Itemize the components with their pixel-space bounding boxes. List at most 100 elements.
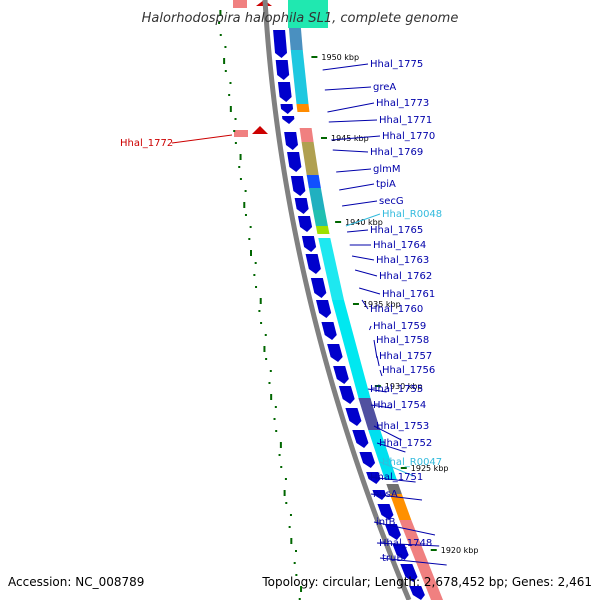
- gc-skew-mark: [258, 310, 261, 312]
- cds-arrow: [392, 544, 409, 560]
- reverse-cds: [234, 130, 248, 137]
- gc-skew-mark: [278, 454, 281, 456]
- gene-label: Hhal_R0047: [382, 457, 442, 468]
- cds-arrow: [321, 322, 337, 340]
- leader-line: [322, 63, 369, 71]
- leader-line: [331, 135, 381, 141]
- gc-skew-mark: [298, 598, 301, 600]
- cds-arrow: [290, 176, 306, 196]
- gene-label: Hhal_1762: [379, 271, 432, 282]
- tick-label: 1935 kbp: [363, 300, 401, 309]
- leader-line: [342, 200, 378, 207]
- gene-label: Hhal_1773: [376, 98, 429, 109]
- cds-arrow: [384, 524, 401, 540]
- gene-label: Hhal_1760: [370, 304, 423, 315]
- gc-skew-mark: [270, 394, 273, 400]
- map-title: Halorhodospira halophila SL1, complete g…: [142, 11, 459, 26]
- cds-arrow: [305, 254, 321, 274]
- leader-line: [373, 339, 378, 359]
- leader-line: [376, 442, 406, 453]
- leader-line: [327, 102, 375, 113]
- gc-skew-mark: [238, 166, 241, 168]
- gc-skew-mark: [223, 58, 226, 64]
- gc-skew-track: [218, 10, 303, 600]
- cog-block: [306, 175, 321, 188]
- gc-skew-mark: [259, 298, 262, 304]
- gc-skew-mark: [275, 430, 278, 432]
- cog-block: [312, 210, 328, 226]
- leader-line: [367, 388, 387, 393]
- gc-skew-mark: [224, 70, 227, 72]
- gc-skew-mark: [274, 406, 277, 408]
- leader-line: [354, 269, 378, 277]
- gc-skew-mark: [229, 106, 232, 112]
- gc-skew-mark: [218, 22, 221, 24]
- leader-line: [376, 542, 440, 547]
- cds-arrow: [281, 116, 295, 124]
- gc-skew-mark: [234, 118, 237, 120]
- summary-text: Topology: circular; Length: 2,678,452 bp…: [261, 575, 592, 589]
- leader-line: [373, 425, 402, 441]
- gene-label: Hhal_1770: [382, 131, 435, 142]
- cds-arrow: [338, 386, 355, 404]
- leader-line: [367, 476, 416, 483]
- gc-skew-mark: [249, 226, 252, 228]
- gene-label: Hhal_1753: [376, 421, 429, 432]
- gc-skew-mark: [290, 538, 293, 544]
- tick-label: 1930 kbp: [385, 382, 423, 391]
- feature-tracks: [233, 0, 443, 600]
- tick-label: 1950 kbp: [321, 53, 359, 62]
- gene-label: Hhal_1769: [370, 147, 423, 158]
- reverse-arrow: [252, 126, 268, 134]
- gc-skew-mark: [264, 334, 267, 336]
- gc-skew-mark: [244, 190, 247, 192]
- leader-line: [336, 168, 372, 173]
- gc-skew-mark: [284, 478, 287, 480]
- gc-skew-mark: [244, 214, 247, 216]
- cog-block: [315, 226, 330, 234]
- leader-line: [324, 86, 372, 91]
- gc-skew-mark: [224, 46, 227, 48]
- gene-label: Hhal_1761: [382, 289, 435, 300]
- accession-text: Accession: NC_008789: [8, 575, 144, 589]
- cds-arrow: [316, 300, 332, 318]
- gc-skew-mark: [289, 514, 292, 516]
- gene-label: infB: [376, 517, 396, 528]
- cds-arrow: [301, 236, 317, 252]
- leader-line: [370, 404, 392, 409]
- leader-line: [328, 119, 378, 123]
- cog-block: [299, 128, 314, 142]
- cds-arrow: [377, 504, 394, 520]
- tick-label: 1920 kbp: [441, 546, 479, 555]
- cog-block: [318, 238, 344, 300]
- cds-arrow: [273, 30, 288, 58]
- gc-skew-mark: [243, 202, 246, 208]
- cds-arrow: [287, 152, 302, 172]
- gene-label: nusA: [373, 489, 398, 500]
- leader-line: [370, 493, 423, 501]
- gc-skew-mark: [288, 526, 291, 528]
- gene-label: tpiA: [376, 179, 396, 190]
- gc-skew-mark: [219, 10, 222, 16]
- gene-label: Hhal_1759: [373, 321, 426, 332]
- leader-line: [359, 287, 381, 295]
- gene-label: Hhal_1754: [373, 400, 426, 411]
- cds-arrow: [280, 104, 294, 114]
- cds-arrow: [359, 452, 376, 468]
- backbone-line: [262, 0, 412, 600]
- gc-skew-mark: [283, 490, 286, 496]
- leader-line: [351, 255, 375, 261]
- leader-line: [379, 369, 383, 377]
- gene-label: greA: [373, 82, 396, 93]
- gene-label: Hhal_1757: [379, 351, 432, 362]
- gc-skew-mark: [219, 34, 222, 36]
- gc-skew-mark: [250, 250, 252, 256]
- leader-line: [171, 134, 233, 144]
- cog-block: [386, 484, 402, 494]
- gene-label: secG: [379, 196, 404, 207]
- gc-skew-mark: [280, 466, 283, 468]
- gc-skew-mark: [254, 262, 257, 264]
- cog-block: [389, 494, 412, 520]
- gene-label: Hhal_1775: [370, 59, 423, 70]
- cog-block: [290, 50, 309, 104]
